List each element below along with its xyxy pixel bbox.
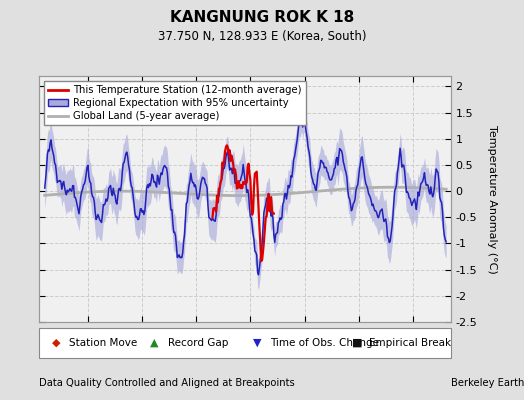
Text: ◆: ◆ bbox=[52, 338, 60, 348]
Text: 37.750 N, 128.933 E (Korea, South): 37.750 N, 128.933 E (Korea, South) bbox=[158, 30, 366, 43]
Text: KANGNUNG ROK K 18: KANGNUNG ROK K 18 bbox=[170, 10, 354, 25]
Text: Time of Obs. Change: Time of Obs. Change bbox=[270, 338, 379, 348]
Text: Data Quality Controlled and Aligned at Breakpoints: Data Quality Controlled and Aligned at B… bbox=[39, 378, 295, 388]
Y-axis label: Temperature Anomaly (°C): Temperature Anomaly (°C) bbox=[487, 125, 497, 273]
Text: Record Gap: Record Gap bbox=[168, 338, 228, 348]
Legend: This Temperature Station (12-month average), Regional Expectation with 95% uncer: This Temperature Station (12-month avera… bbox=[45, 81, 306, 125]
Text: Berkeley Earth: Berkeley Earth bbox=[451, 378, 524, 388]
Text: ▲: ▲ bbox=[150, 338, 159, 348]
Text: Empirical Break: Empirical Break bbox=[369, 338, 451, 348]
Text: ▼: ▼ bbox=[253, 338, 261, 348]
Text: ■: ■ bbox=[352, 338, 363, 348]
FancyBboxPatch shape bbox=[39, 328, 451, 358]
Text: Station Move: Station Move bbox=[69, 338, 137, 348]
